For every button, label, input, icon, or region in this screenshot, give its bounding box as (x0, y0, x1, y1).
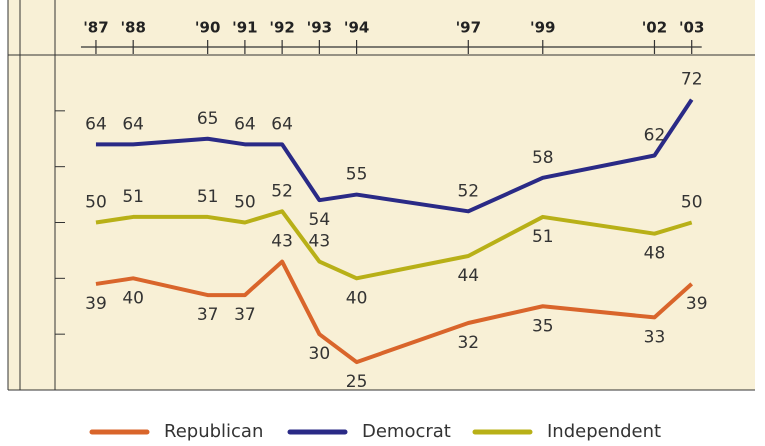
data-label: 52 (271, 181, 293, 201)
data-label: 48 (644, 244, 666, 264)
data-label: 55 (346, 165, 368, 185)
data-label: 33 (644, 327, 666, 347)
data-label: 51 (532, 227, 554, 247)
legend-label: Republican (164, 421, 263, 442)
x-tick-label: '02 (642, 19, 667, 37)
data-label: 39 (686, 294, 708, 314)
data-label: 62 (644, 126, 666, 146)
legend-label: Independent (547, 421, 661, 442)
data-label: 64 (271, 114, 293, 134)
data-label: 51 (197, 187, 219, 207)
x-tick-label: '92 (269, 19, 294, 37)
data-label: 64 (234, 114, 256, 134)
data-label: 37 (234, 305, 256, 325)
data-label: 32 (457, 333, 479, 353)
data-label: 40 (122, 288, 144, 308)
x-tick-label: '90 (195, 19, 220, 37)
panel (8, 0, 755, 390)
data-label: 35 (532, 316, 554, 336)
data-label: 65 (197, 109, 219, 129)
series-line (95, 259, 694, 365)
data-label: 50 (681, 193, 703, 213)
x-tick-label: '94 (344, 19, 369, 37)
data-label: 39 (85, 294, 107, 314)
x-tick-label: '91 (232, 19, 257, 37)
data-label: 44 (457, 266, 479, 286)
data-label: 50 (234, 193, 256, 213)
data-label: 40 (346, 288, 368, 308)
data-label: 54 (309, 210, 331, 230)
x-tick-label: '87 (83, 19, 108, 37)
data-label: 52 (457, 181, 479, 201)
series-line (95, 98, 694, 214)
x-tick-label: '93 (307, 19, 332, 37)
series-line (95, 209, 693, 281)
data-label: 64 (122, 114, 144, 134)
data-label: 43 (309, 232, 331, 252)
x-tick-label: '88 (120, 19, 145, 37)
data-label: 37 (197, 305, 219, 325)
data-label: 64 (85, 114, 107, 134)
data-label: 58 (532, 148, 554, 168)
legend-label: Democrat (362, 421, 451, 442)
x-tick-label: '99 (530, 19, 555, 37)
x-tick-label: '03 (679, 19, 704, 37)
data-label: 30 (309, 344, 331, 364)
data-label: 43 (271, 232, 293, 252)
data-label: 50 (85, 193, 107, 213)
data-label: 51 (122, 187, 144, 207)
x-tick-label: '97 (456, 19, 481, 37)
data-label: 25 (346, 372, 368, 392)
data-label: 72 (681, 70, 703, 90)
